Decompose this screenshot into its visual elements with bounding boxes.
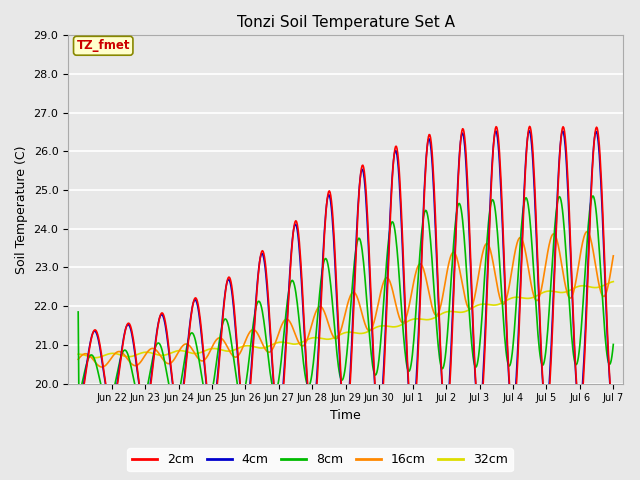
Legend: 2cm, 4cm, 8cm, 16cm, 32cm: 2cm, 4cm, 8cm, 16cm, 32cm [127, 448, 513, 471]
Y-axis label: Soil Temperature (C): Soil Temperature (C) [15, 145, 28, 274]
X-axis label: Time: Time [330, 409, 361, 422]
Title: Tonzi Soil Temperature Set A: Tonzi Soil Temperature Set A [237, 15, 455, 30]
Text: TZ_fmet: TZ_fmet [77, 39, 130, 52]
